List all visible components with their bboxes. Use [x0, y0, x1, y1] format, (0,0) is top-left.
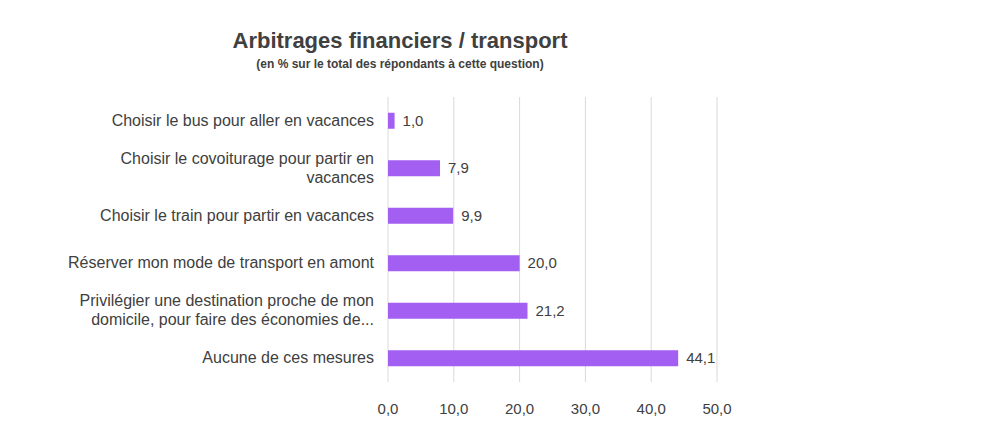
category-line: vacances [306, 169, 374, 186]
category-line: Choisir le train pour partir en vacances [100, 207, 374, 224]
subtitle: (en % sur le total des répondants à cett… [256, 57, 543, 71]
tick-label: 0,0 [378, 400, 399, 417]
tick-label: 10,0 [439, 400, 468, 417]
category-line: domicile, pour faire des économies de... [91, 311, 374, 328]
data-label: 9,9 [461, 207, 482, 224]
tick-label: 30,0 [571, 400, 600, 417]
title: Arbitrages financiers / transport [233, 28, 569, 53]
data-label: 7,9 [448, 159, 469, 176]
data-label: 20,0 [528, 254, 557, 271]
category-label: Choisir le bus pour aller en vacances [112, 112, 374, 129]
grid-line [453, 97, 454, 382]
category-line: Privilégier une destination proche de mo… [80, 292, 374, 309]
grid [388, 97, 717, 382]
category-label: Réserver mon mode de transport en amont [68, 254, 374, 271]
category-label: Choisir le train pour partir en vacances [100, 207, 374, 224]
bar [388, 208, 453, 224]
data-label: 44,1 [686, 349, 715, 366]
bar [388, 303, 527, 319]
tick-label: 20,0 [505, 400, 534, 417]
bar [388, 113, 395, 129]
category-line: Choisir le covoiturage pour partir en [121, 150, 374, 167]
tick-label: 50,0 [702, 400, 731, 417]
category-line: Choisir le bus pour aller en vacances [112, 112, 374, 129]
grid-line [519, 97, 520, 382]
bar [388, 350, 678, 366]
category-label: Aucune de ces mesures [202, 349, 374, 366]
grid-line [388, 97, 389, 382]
data-label: 21,2 [535, 302, 564, 319]
grid-line [717, 97, 718, 382]
grid-line [651, 97, 652, 382]
bar [388, 160, 440, 176]
chart: Arbitrages financiers / transport (en % s… [0, 0, 1000, 445]
tick-label: 40,0 [637, 400, 666, 417]
category-label: Privilégier une destination proche de mo… [80, 292, 374, 328]
bar [388, 255, 520, 271]
category-label: Choisir le covoiturage pour partir en vac… [121, 150, 374, 186]
category-line: Aucune de ces mesures [202, 349, 374, 366]
data-label: 1,0 [403, 112, 424, 129]
grid-line [585, 97, 586, 382]
category-line: Réserver mon mode de transport en amont [68, 254, 374, 271]
